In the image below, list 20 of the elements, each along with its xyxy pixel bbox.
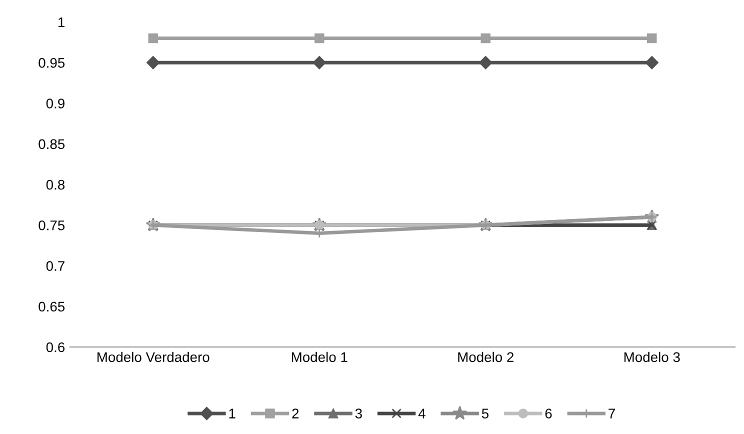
y-tick-label: 0.75 <box>38 220 65 230</box>
legend-label: 6 <box>545 408 552 418</box>
y-tick-label: 0.7 <box>46 261 64 271</box>
y-tick-label: 0.6 <box>46 342 65 352</box>
x-tick-label: Modelo 3 <box>624 352 680 362</box>
legend-label: 1 <box>229 408 236 418</box>
y-tick-label: 0.8 <box>46 180 65 190</box>
legend-label: 4 <box>418 408 426 418</box>
y-tick-label: 0.85 <box>38 139 65 150</box>
legend-label: 3 <box>355 408 362 418</box>
legend-label: 2 <box>292 408 299 418</box>
y-tick-label: 0.95 <box>38 58 65 68</box>
legend-label: 7 <box>608 408 615 418</box>
y-tick-label: 1 <box>58 17 64 28</box>
legend-label: 5 <box>482 408 489 418</box>
y-tick-label: 0.9 <box>46 98 64 108</box>
y-tick-label: 0.65 <box>38 302 65 312</box>
x-tick-label: Modelo 2 <box>458 352 514 362</box>
x-tick-label: Modelo 1 <box>292 352 348 362</box>
x-tick-label: Modelo Verdadero <box>98 352 210 362</box>
